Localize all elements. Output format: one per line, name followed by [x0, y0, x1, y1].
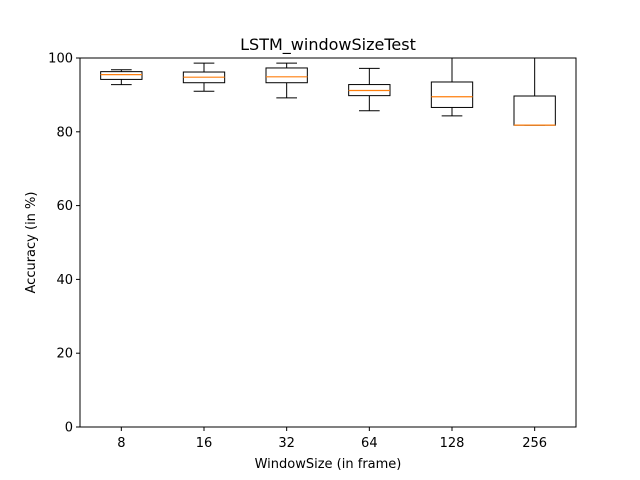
y-axis-label: Accuracy (in %)	[24, 192, 39, 294]
box-64	[348, 67, 391, 112]
x-tick-label: 128	[440, 436, 465, 451]
x-tick-label: 16	[196, 436, 213, 451]
y-tick-label: 0	[65, 421, 73, 436]
x-axis: 8 16 32 64 128 256	[117, 427, 547, 451]
y-axis: 0 20 40 60 80 100	[48, 52, 80, 436]
x-tick-label: 32	[278, 436, 295, 451]
x-axis-label: WindowSize (in frame)	[255, 457, 402, 472]
x-tick-label: 8	[117, 436, 125, 451]
y-tick-label: 40	[56, 273, 73, 288]
box-128	[430, 57, 474, 117]
y-tick-label: 20	[56, 347, 73, 362]
iqr-box	[265, 67, 308, 84]
chart-title: LSTM_windowSizeTest	[240, 35, 416, 55]
x-tick-label: 64	[361, 436, 378, 451]
plot-frame	[79, 57, 577, 428]
box-8	[100, 69, 143, 86]
x-tick-label: 256	[522, 436, 547, 451]
iqr-box	[100, 71, 143, 80]
box-16	[182, 62, 226, 92]
box-256	[513, 57, 556, 126]
iqr-box	[430, 81, 474, 108]
y-tick-label: 80	[56, 125, 73, 140]
y-tick-label: 100	[48, 52, 73, 67]
y-tick-label: 60	[56, 199, 73, 214]
box-32	[265, 62, 308, 99]
iqr-box	[513, 95, 556, 126]
boxes-group	[100, 57, 556, 126]
